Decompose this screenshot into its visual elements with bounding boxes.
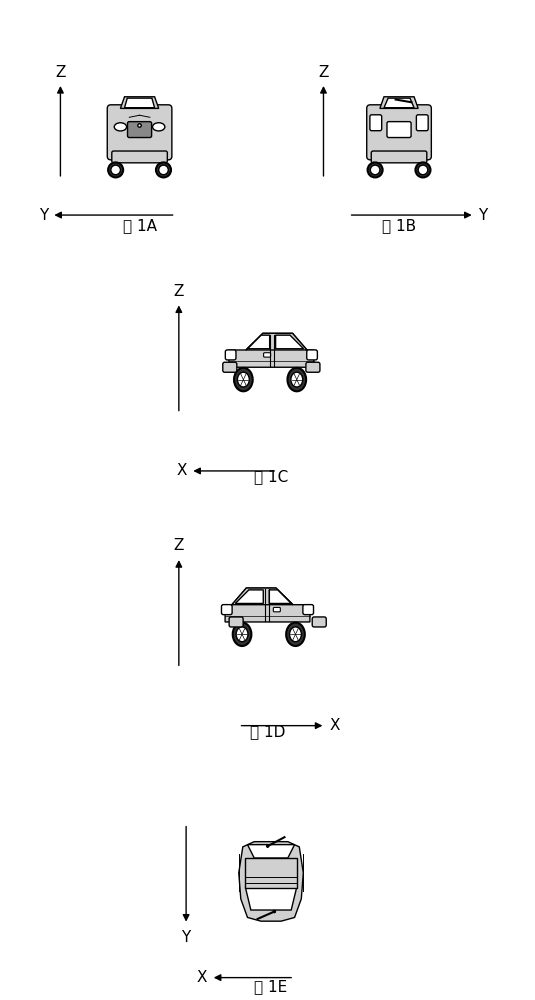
- FancyBboxPatch shape: [127, 122, 151, 138]
- Ellipse shape: [291, 372, 303, 387]
- Text: X: X: [197, 970, 208, 985]
- Ellipse shape: [287, 368, 306, 391]
- Text: Z: Z: [174, 284, 184, 299]
- Polygon shape: [229, 333, 314, 367]
- Ellipse shape: [289, 627, 301, 642]
- FancyBboxPatch shape: [229, 617, 243, 627]
- Polygon shape: [276, 335, 303, 349]
- FancyBboxPatch shape: [273, 607, 280, 612]
- Ellipse shape: [273, 910, 276, 913]
- Polygon shape: [248, 335, 270, 349]
- Ellipse shape: [159, 165, 169, 175]
- Polygon shape: [225, 588, 310, 622]
- Text: Z: Z: [55, 65, 66, 80]
- Ellipse shape: [370, 165, 380, 175]
- FancyBboxPatch shape: [312, 617, 326, 627]
- Ellipse shape: [416, 162, 431, 177]
- Polygon shape: [120, 97, 159, 108]
- Ellipse shape: [236, 627, 248, 642]
- Polygon shape: [232, 588, 293, 605]
- Polygon shape: [125, 98, 155, 108]
- FancyBboxPatch shape: [307, 350, 317, 360]
- Text: Y: Y: [181, 930, 191, 945]
- FancyBboxPatch shape: [370, 115, 381, 131]
- Text: 图 1C: 图 1C: [254, 469, 288, 484]
- Ellipse shape: [238, 372, 249, 387]
- Text: X: X: [176, 463, 187, 478]
- FancyBboxPatch shape: [387, 122, 411, 138]
- Circle shape: [138, 124, 141, 127]
- Polygon shape: [246, 858, 296, 888]
- FancyBboxPatch shape: [221, 605, 232, 615]
- Text: Z: Z: [174, 538, 184, 553]
- Ellipse shape: [266, 845, 269, 847]
- Polygon shape: [246, 888, 296, 910]
- Polygon shape: [239, 842, 303, 921]
- Polygon shape: [248, 845, 295, 858]
- FancyBboxPatch shape: [107, 105, 172, 160]
- Text: 图 1B: 图 1B: [382, 218, 416, 233]
- Ellipse shape: [418, 165, 428, 175]
- FancyBboxPatch shape: [112, 151, 167, 163]
- Text: 图 1A: 图 1A: [123, 218, 157, 233]
- Ellipse shape: [108, 162, 123, 177]
- FancyBboxPatch shape: [225, 350, 236, 360]
- Ellipse shape: [368, 162, 383, 177]
- FancyBboxPatch shape: [416, 115, 428, 131]
- Text: 图 1D: 图 1D: [250, 724, 285, 739]
- FancyBboxPatch shape: [306, 362, 320, 372]
- Text: 图 1E: 图 1E: [255, 979, 288, 994]
- Text: X: X: [329, 718, 340, 733]
- Ellipse shape: [156, 162, 171, 177]
- Ellipse shape: [111, 165, 120, 175]
- FancyBboxPatch shape: [371, 151, 427, 163]
- Polygon shape: [246, 333, 307, 350]
- FancyBboxPatch shape: [303, 605, 314, 615]
- Ellipse shape: [286, 623, 305, 646]
- Ellipse shape: [234, 368, 253, 391]
- Text: Z: Z: [318, 65, 328, 80]
- FancyBboxPatch shape: [264, 353, 271, 357]
- Ellipse shape: [233, 623, 251, 646]
- Polygon shape: [380, 97, 418, 108]
- Ellipse shape: [152, 123, 165, 131]
- Polygon shape: [269, 590, 291, 603]
- FancyBboxPatch shape: [366, 105, 431, 160]
- Polygon shape: [235, 590, 263, 603]
- FancyBboxPatch shape: [223, 362, 237, 372]
- Ellipse shape: [114, 123, 127, 131]
- Text: Y: Y: [39, 208, 48, 223]
- Text: Y: Y: [478, 208, 487, 223]
- Polygon shape: [384, 98, 414, 108]
